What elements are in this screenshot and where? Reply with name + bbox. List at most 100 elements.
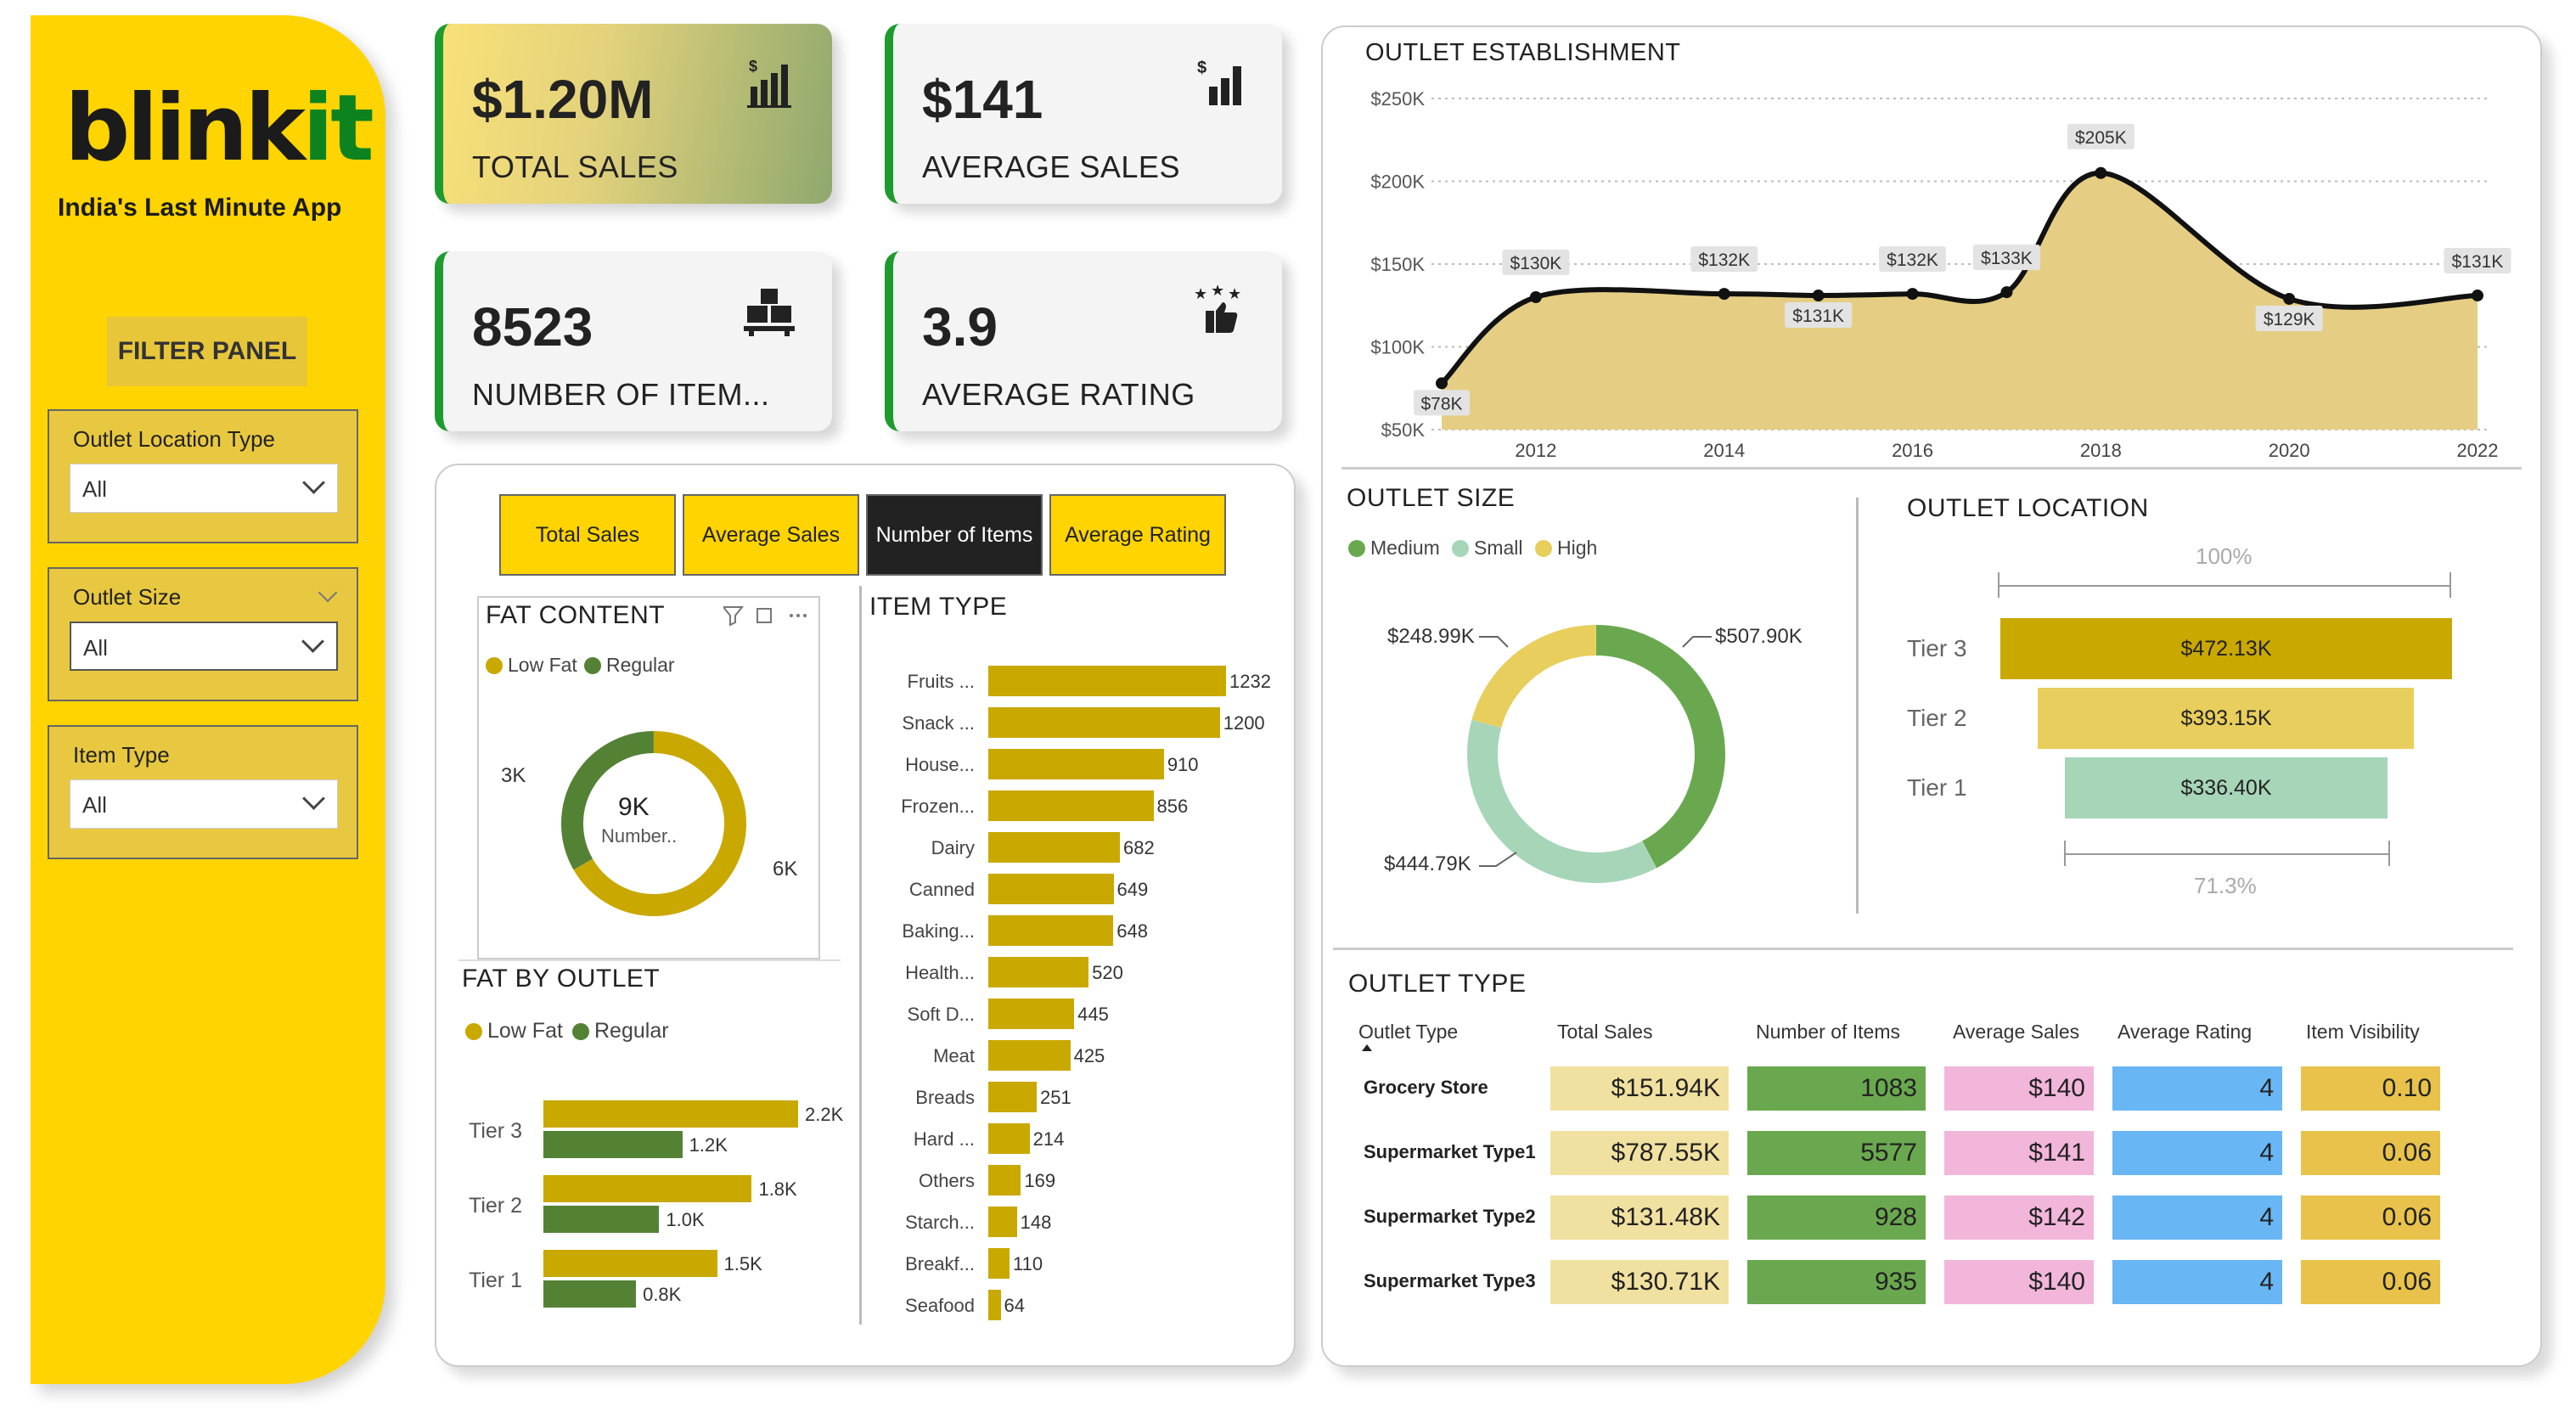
category-label: Frozen... — [901, 796, 975, 817]
item-bar-value: 251 — [1040, 1087, 1071, 1108]
donut-slice-small[interactable] — [1467, 719, 1656, 883]
data-label-box — [1879, 246, 1947, 273]
item-bar-value: 169 — [1024, 1170, 1056, 1191]
funnel-top-bracket — [1998, 572, 2451, 598]
funnel-tier-label: Tier 2 — [1907, 705, 1967, 731]
column-header-total-sales[interactable]: Total Sales — [1557, 1021, 1653, 1043]
slicer-label: Outlet Size — [73, 584, 182, 610]
outlet-location-type-dropdown[interactable]: All — [70, 464, 338, 513]
data-label: $130K — [1510, 254, 1562, 273]
svg-text:★: ★ — [1211, 285, 1224, 299]
svg-text:★: ★ — [1194, 285, 1207, 302]
table-cell-visibility: 0.10 — [2301, 1066, 2440, 1111]
svg-text:$: $ — [1197, 59, 1206, 77]
sort-ascending-icon[interactable] — [1360, 1043, 1374, 1053]
item-bar — [988, 874, 1114, 904]
legend-low-fat[interactable]: Low Fat — [486, 654, 577, 677]
legend-high[interactable]: High — [1535, 537, 1597, 560]
kpi-number-of-items: 8523 NUMBER OF ITEM... — [435, 251, 832, 431]
item-bar — [988, 707, 1220, 738]
column-header-average-sales[interactable]: Average Sales — [1953, 1021, 2080, 1043]
divider — [1333, 948, 2513, 950]
chevron-down-icon[interactable] — [318, 582, 338, 603]
table-cell-total-sales: $151.94K — [1550, 1066, 1729, 1111]
column-header-item-visibility[interactable]: Item Visibility — [2306, 1021, 2420, 1043]
total-sales-button[interactable]: Total Sales — [499, 494, 676, 576]
fat-regular-value: 3K — [501, 764, 526, 787]
legend-small[interactable]: Small — [1452, 537, 1523, 560]
donut-slice-medium[interactable] — [1595, 625, 1725, 869]
item-bar-value: 856 — [1156, 796, 1189, 817]
fat-by-outlet-title: FAT BY OUTLET — [462, 965, 661, 993]
leader-line — [1479, 636, 1509, 648]
category-label: Snack ... — [902, 712, 975, 734]
item-type-title: ITEM TYPE — [869, 593, 1008, 621]
divider — [458, 959, 841, 961]
table-cell-rating: 4 — [2112, 1260, 2282, 1304]
svg-text:$: $ — [749, 58, 757, 75]
bar-low-fat — [543, 1100, 798, 1128]
fat-content-title: FAT CONTENT — [486, 601, 666, 629]
column-header-outlet-type[interactable]: Outlet Type — [1358, 1021, 1459, 1043]
data-label-box — [2255, 305, 2323, 331]
bar-value-label: 1.2K — [689, 1134, 728, 1156]
filter-panel-title: FILTER PANEL — [107, 317, 307, 386]
average-sales-button[interactable]: Average Sales — [683, 494, 859, 576]
bar-low-fat — [543, 1250, 717, 1277]
legend-low-fat[interactable]: Low Fat — [465, 1019, 563, 1044]
legend-medium[interactable]: Medium — [1348, 537, 1440, 560]
legend-regular[interactable]: Regular — [572, 1019, 669, 1044]
data-point — [2095, 166, 2107, 179]
chevron-down-icon — [301, 630, 324, 653]
donut-slice-regular[interactable] — [561, 731, 655, 870]
table-cell-avg-sales: $141 — [1944, 1131, 2094, 1175]
svg-text:★: ★ — [1228, 285, 1241, 302]
funnel-top-pct: 100% — [2196, 543, 2253, 569]
column-header-average-rating[interactable]: Average Rating — [2118, 1021, 2253, 1043]
y-tick-label: $150K — [1370, 254, 1425, 275]
tagline: India's Last Minute App — [58, 194, 342, 222]
divider — [1856, 498, 1859, 914]
leader-line — [1682, 636, 1712, 648]
fat-content-visual[interactable] — [477, 596, 820, 959]
table-cell-rating: 4 — [2112, 1131, 2282, 1175]
data-point — [2283, 292, 2296, 305]
outlet-establishment-title: OUTLET ESTABLISHMENT — [1365, 39, 1681, 66]
outlet-establishment-chart: $50K $100K $150K $200K $250K 2012 2014 2016 2018… — [1370, 88, 2511, 461]
column-header-number-of-items[interactable]: Number of Items — [1756, 1021, 1900, 1043]
bar-regular — [543, 1206, 660, 1233]
x-tick-label: 2018 — [2080, 440, 2122, 461]
outlet-type-title: OUTLET TYPE — [1348, 970, 1527, 998]
y-tick-label: $100K — [1370, 337, 1425, 358]
item-bar — [988, 1290, 1001, 1320]
data-point — [1718, 288, 1730, 301]
kpi-average-sales: $141 AVERAGE SALES $ — [885, 24, 1282, 204]
visual-header-icons — [723, 606, 807, 627]
table-cell-visibility: 0.06 — [2301, 1195, 2440, 1240]
item-bar — [988, 1207, 1017, 1237]
x-tick-label: 2012 — [1515, 440, 1556, 461]
number-of-items-button[interactable]: Number of Items — [866, 494, 1043, 576]
item-bar — [988, 957, 1089, 987]
legend-regular[interactable]: Regular — [584, 654, 675, 677]
category-label: Soft D... — [907, 1004, 975, 1025]
y-tick-label: $50K — [1381, 419, 1426, 441]
data-label: $131K — [1792, 307, 1844, 326]
category-label: Dairy — [931, 837, 975, 858]
data-label-box — [1690, 246, 1758, 273]
donut-slice-low-fat[interactable] — [573, 731, 746, 916]
category-label: Breakf... — [905, 1253, 975, 1274]
item-type-dropdown[interactable]: All — [70, 779, 338, 829]
fat-content-donut — [561, 731, 746, 916]
tier-label: Tier 1 — [469, 1269, 522, 1292]
outlet-size-dropdown[interactable]: All — [70, 622, 338, 671]
category-label: Others — [918, 1170, 975, 1191]
item-bar-value: 64 — [1004, 1295, 1026, 1316]
dollar-bars-icon: $ — [1197, 59, 1241, 105]
average-rating-button[interactable]: Average Rating — [1049, 494, 1226, 576]
more-options-icon — [790, 614, 793, 617]
donut-slice-high[interactable] — [1471, 625, 1597, 729]
data-point — [1529, 291, 1542, 303]
outlet-size-donut — [1467, 625, 1725, 883]
data-label: $133K — [1981, 249, 2033, 268]
